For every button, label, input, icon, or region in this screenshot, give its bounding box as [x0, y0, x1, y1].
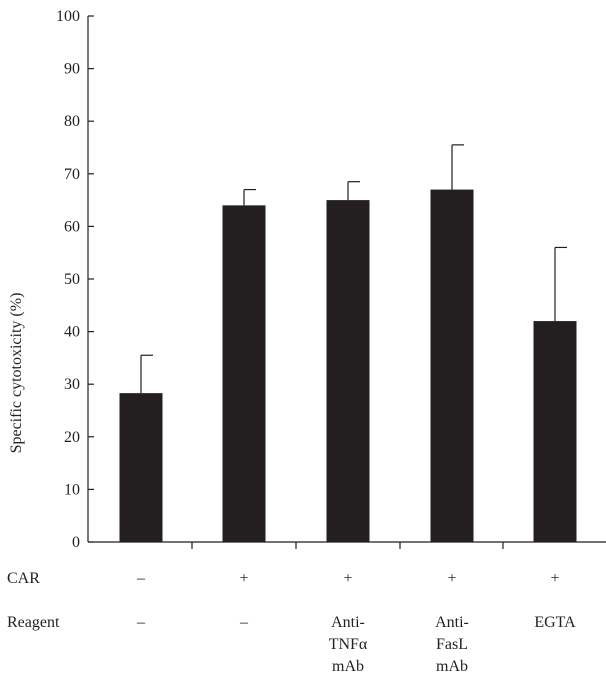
- car-value-label: +: [550, 570, 559, 587]
- car-value-label: +: [343, 570, 352, 587]
- car-row-label: CAR: [7, 570, 40, 587]
- reagent-value-label: –: [239, 614, 249, 631]
- y-tick-label: 40: [64, 324, 80, 341]
- bars: [119, 189, 577, 543]
- y-tick-label: 90: [64, 61, 80, 78]
- y-tick-label: 30: [64, 376, 80, 393]
- y-tick-label: 10: [64, 481, 80, 498]
- bar: [222, 205, 266, 543]
- bar: [326, 200, 370, 542]
- reagent-value-label: TNFα: [329, 636, 368, 653]
- y-tick-label: 60: [64, 218, 80, 235]
- bar: [119, 393, 163, 542]
- category-labels: CAR Reagent – – + – + Anti- TNFα mAb + Anti- FasL mAb…: [7, 570, 576, 675]
- y-tick-label: 100: [56, 8, 80, 25]
- car-value-label: +: [239, 570, 248, 587]
- reagent-value-label: EGTA: [534, 614, 576, 631]
- reagent-row-label: Reagent: [7, 614, 60, 631]
- y-tick-label: 70: [64, 166, 80, 183]
- car-value-label: –: [136, 570, 146, 587]
- x-axis: [88, 541, 606, 549]
- y-axis-label: Specific cytotoxicity (%): [8, 293, 25, 454]
- y-axis: 0 10 20 30 40 50 60 70 80 90 100: [56, 8, 94, 551]
- y-tick-label: 50: [64, 271, 80, 288]
- y-tick-label: 80: [64, 113, 80, 130]
- reagent-value-label: –: [136, 614, 146, 631]
- reagent-value-label: mAb: [332, 658, 364, 675]
- reagent-value-label: Anti-: [435, 614, 469, 631]
- reagent-value-label: Anti-: [331, 614, 365, 631]
- y-tick-label: 20: [64, 429, 80, 446]
- reagent-value-label: FasL: [436, 636, 468, 653]
- error-bars: [140, 144, 567, 394]
- y-tick-label: 0: [72, 534, 80, 551]
- reagent-value-label: mAb: [436, 658, 468, 675]
- bar: [533, 321, 577, 542]
- bar: [430, 189, 474, 542]
- car-value-label: +: [447, 570, 456, 587]
